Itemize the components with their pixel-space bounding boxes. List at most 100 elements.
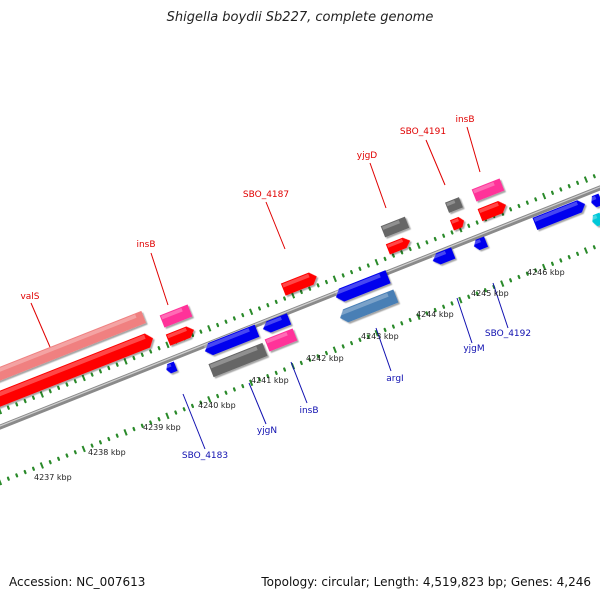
gene-insb-top-2-red-shape (477, 201, 507, 222)
ruler-major-tick (123, 358, 128, 365)
gene-insb-top-1 (159, 304, 193, 328)
ruler-major-tick (458, 296, 463, 304)
ruler-dot (567, 184, 571, 189)
gene-label-sbo-4183: SBO_4183 (182, 451, 228, 461)
ruler-dot (149, 420, 153, 425)
tick-label: 4240 kbp (198, 401, 236, 410)
ruler-dot (15, 402, 19, 407)
genome-summary: Topology: circular; Length: 4,519,823 bp… (261, 575, 591, 589)
ruler-dot (57, 456, 61, 461)
ruler-dot (450, 230, 454, 235)
ruler-dot (216, 322, 220, 328)
gene-right-blue-shape (532, 200, 586, 230)
gene-yjgm-shape (432, 247, 456, 265)
ruler-dot (408, 246, 412, 252)
gene-insb-top-1-shape (159, 304, 193, 328)
ruler-major-tick (500, 280, 505, 287)
ruler-dot (199, 329, 203, 334)
genome-backbone (0, 185, 600, 430)
ruler-major-tick (0, 479, 3, 486)
ruler-major-tick (249, 379, 254, 387)
ruler-major-tick (0, 408, 3, 415)
gene-insb-bottom-shape (264, 328, 298, 352)
ruler-dot (191, 332, 195, 338)
ruler-dot (90, 372, 94, 377)
gene-label-insb: insB (136, 240, 155, 250)
gene-label-vals: valS (20, 292, 39, 302)
ruler-dot (299, 360, 303, 366)
ruler-dot (350, 270, 354, 275)
gene-insb-bottom (264, 328, 298, 352)
ruler-dot (232, 316, 236, 321)
gene-sbo4183-shape (204, 324, 260, 356)
ruler-major-tick (583, 176, 589, 183)
ruler-major-tick (583, 247, 589, 254)
ruler-dot (358, 337, 362, 342)
ruler-dot (408, 317, 412, 323)
ruler-dot (383, 256, 387, 262)
ruler-dot (576, 180, 580, 185)
ruler-dot (425, 311, 429, 316)
ruler-dot (433, 236, 437, 242)
gene-label-insb: insB (455, 115, 474, 125)
ruler-major-tick (374, 329, 379, 337)
gene-sbo4192-shape (473, 236, 489, 251)
ruler-dot (442, 304, 446, 309)
ruler-dot (425, 240, 429, 245)
ruler-dot (592, 174, 596, 179)
ruler-dot (90, 443, 94, 448)
gene-sbo4183 (203, 324, 260, 356)
gene-blue-2-shape (262, 313, 292, 333)
ruler-dot (199, 400, 203, 405)
tick-label: 4246 kbp (527, 268, 565, 277)
ruler-dot (509, 278, 513, 283)
gene-label-argi: argI (386, 374, 403, 384)
gene-small-blue-shape (166, 361, 178, 374)
gene-insb-top-2 (471, 178, 505, 202)
ruler-major-tick (207, 324, 212, 332)
ruler-major-tick (165, 412, 170, 420)
ruler-major-tick (541, 263, 547, 271)
gene-label-sbo-4191: SBO_4191 (400, 127, 446, 137)
tick-label: 4238 kbp (88, 448, 126, 457)
leader-line (375, 327, 392, 372)
gene-blue-3-shape (335, 270, 391, 302)
gene-argi (338, 289, 399, 323)
ruler-dot (73, 450, 77, 455)
ruler-dot (366, 263, 370, 268)
ruler-dot (48, 389, 52, 394)
ruler-dot (257, 306, 261, 311)
ruler-dot (467, 294, 471, 299)
leader-line (150, 252, 169, 306)
ruler-dot (509, 207, 513, 212)
gene-yjgm (431, 247, 456, 265)
ruler-dot (266, 303, 270, 308)
gene-insb-top-red (165, 326, 195, 346)
ruler-dot (31, 395, 35, 400)
gene-edge-cyan (591, 212, 600, 227)
ruler-dot (517, 203, 521, 209)
ruler-dot (140, 352, 144, 357)
ruler-dot (316, 283, 320, 288)
ruler-dot (132, 426, 136, 432)
gene-yjgd (380, 216, 410, 238)
ruler-major-tick (39, 391, 44, 398)
gene-edge-cyan-shape (592, 212, 600, 227)
ruler-dot (191, 403, 195, 409)
leader-line (30, 302, 51, 348)
ruler-dot (115, 433, 119, 438)
map-title: Shigella boydii Sb227, complete genome (166, 10, 434, 25)
ruler-major-tick (165, 341, 170, 349)
gene-label-insb: insB (299, 406, 318, 416)
ruler-dot (341, 273, 345, 278)
ruler-dot (550, 261, 554, 266)
gene-label-yjgn: yjgN (257, 426, 277, 436)
leader-line (248, 382, 267, 425)
ruler-dot (48, 460, 52, 465)
ruler-major-tick (81, 374, 86, 382)
ruler-dot (23, 469, 27, 475)
ruler-dot (576, 251, 580, 256)
tick-label: 4244 kbp (416, 310, 454, 319)
ruler-dot (534, 197, 538, 202)
